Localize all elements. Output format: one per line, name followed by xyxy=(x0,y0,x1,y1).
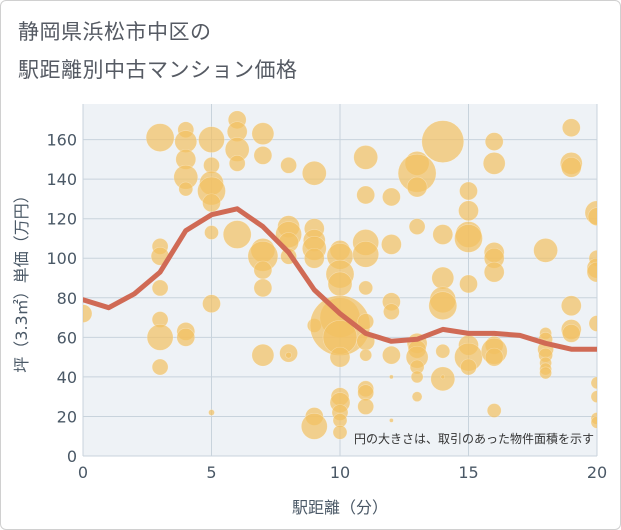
data-bubble xyxy=(83,304,93,323)
data-bubble xyxy=(327,271,353,297)
data-bubble xyxy=(357,398,375,415)
data-bubble xyxy=(590,376,597,390)
data-bubble xyxy=(590,416,597,429)
y-tick-label: 140 xyxy=(46,170,77,189)
data-bubble xyxy=(198,126,225,153)
x-tick-label: 15 xyxy=(458,463,478,482)
data-bubble xyxy=(356,185,376,205)
data-bubble xyxy=(389,418,394,423)
data-bubble xyxy=(358,280,374,296)
data-bubble xyxy=(561,118,581,138)
data-bubble xyxy=(539,366,552,380)
data-bubble xyxy=(410,370,424,384)
x-tick-label: 20 xyxy=(587,463,607,482)
data-bubble xyxy=(389,374,394,380)
data-bubble xyxy=(588,315,597,332)
data-bubble xyxy=(484,132,504,151)
x-tick-label: 10 xyxy=(330,463,350,482)
y-tick-label: 40 xyxy=(57,368,77,387)
y-tick-label: 60 xyxy=(57,328,77,347)
data-bubble xyxy=(560,295,582,317)
data-bubble xyxy=(228,155,246,172)
data-bubble xyxy=(151,358,169,376)
data-bubble xyxy=(408,218,426,235)
y-tick-label: 160 xyxy=(46,131,77,150)
data-bubble xyxy=(251,122,275,145)
data-bubble xyxy=(421,120,465,163)
data-bubble xyxy=(533,238,558,263)
data-bubble xyxy=(428,291,458,321)
data-bubble xyxy=(459,181,478,201)
data-bubble xyxy=(590,390,597,403)
data-bubble xyxy=(440,374,446,380)
x-tick-label: 0 xyxy=(78,463,88,482)
data-bubble xyxy=(202,294,221,314)
data-bubble xyxy=(560,156,582,178)
data-bubble xyxy=(484,347,504,367)
size-annotation: 円の大きさは、取引のあった物件面積を示す xyxy=(354,431,594,446)
data-bubble xyxy=(253,278,273,298)
y-tick-label: 100 xyxy=(46,249,77,268)
data-bubble xyxy=(222,220,252,249)
data-bubble xyxy=(432,224,454,245)
data-bubble xyxy=(178,181,194,197)
data-bubble xyxy=(561,324,581,343)
data-bubble xyxy=(301,160,327,186)
data-bubble xyxy=(357,313,375,330)
data-bubble xyxy=(145,123,175,152)
data-bubble xyxy=(431,266,455,290)
data-bubble xyxy=(352,240,380,268)
data-bubble xyxy=(482,152,506,175)
data-bubble xyxy=(435,343,451,359)
y-tick-label: 0 xyxy=(67,447,77,466)
data-bubble xyxy=(204,225,219,240)
data-bubble xyxy=(586,261,597,283)
data-bubble xyxy=(381,234,402,255)
data-bubble xyxy=(459,274,478,294)
data-bubble xyxy=(151,279,169,297)
data-bubble xyxy=(382,345,401,365)
data-bubble xyxy=(176,328,196,347)
x-tick-labels: 0 5 10 15 20 xyxy=(78,463,607,482)
data-bubble xyxy=(202,193,221,213)
data-bubble xyxy=(303,247,325,269)
data-bubble xyxy=(251,343,275,367)
data-bubble xyxy=(332,424,348,440)
data-bubble xyxy=(253,146,273,165)
data-bubble xyxy=(406,176,428,198)
data-bubble xyxy=(587,207,597,227)
y-tick-label: 20 xyxy=(57,407,77,426)
x-tick-label: 5 xyxy=(206,463,216,482)
trend-line xyxy=(83,206,597,352)
data-bubble xyxy=(280,157,297,174)
data-bubble xyxy=(353,145,379,170)
data-bubble xyxy=(483,261,505,283)
data-bubble xyxy=(458,200,479,222)
data-bubble xyxy=(460,358,477,376)
x-axis-label: 駅距離（分） xyxy=(292,498,388,517)
data-bubble xyxy=(285,351,292,359)
data-bubble xyxy=(146,324,174,351)
data-bubble xyxy=(383,303,400,320)
y-tick-label: 120 xyxy=(46,210,77,229)
data-bubble xyxy=(208,409,215,416)
data-bubble xyxy=(359,348,373,362)
data-bubble xyxy=(411,391,423,402)
data-bubble xyxy=(329,346,351,368)
data-bubble xyxy=(300,413,328,440)
y-tick-labels: 0 20 40 60 80 100 120 140 160 xyxy=(46,131,77,466)
chart-title-line2: 駅距離別中古マンション価格 xyxy=(18,58,298,82)
bubble-layer xyxy=(83,110,597,440)
data-bubble xyxy=(382,187,401,207)
y-tick-label: 80 xyxy=(57,289,77,308)
chart-title-line1: 静岡県浜松市中区の xyxy=(18,20,212,44)
y-axis-label: 坪（3.3㎡）単価（万円） xyxy=(12,187,31,372)
data-bubble xyxy=(454,224,483,253)
data-bubble xyxy=(253,260,273,280)
data-bubble xyxy=(486,403,502,418)
